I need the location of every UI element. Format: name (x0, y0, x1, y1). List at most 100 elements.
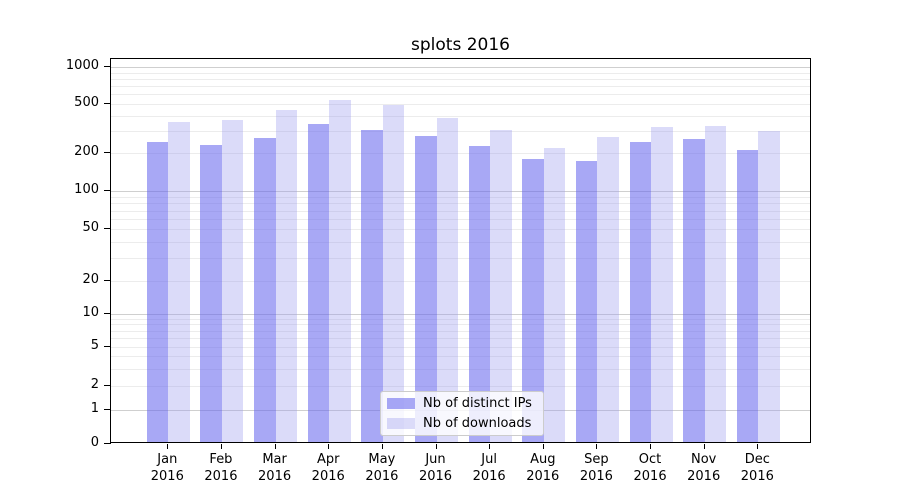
y-tick-mark (104, 346, 111, 347)
gridline-major-100 (111, 191, 810, 192)
bar-distinct_ips-apr-2016 (307, 124, 330, 442)
y-tick-label-2: 2 (90, 377, 99, 392)
bar-downloads-may-2016 (382, 104, 405, 442)
legend-label: Nb of downloads (423, 416, 532, 431)
gridline-minor-200 (111, 153, 810, 154)
plot-area: Nb of distinct IPs Nb of downloads (110, 58, 811, 443)
bar-downloads-mar-2016 (275, 109, 298, 442)
bar-distinct_ips-oct-2016 (629, 141, 652, 442)
gridline-minor-40 (111, 241, 810, 243)
gridline-minor-500 (111, 104, 810, 106)
gridline-minor-7 (111, 330, 810, 332)
x-tick-mark (167, 444, 169, 449)
x-tick-mark (328, 444, 330, 449)
gridline-minor-20 (111, 281, 810, 282)
gridline-minor-9 (111, 318, 810, 320)
gridline-minor-60 (111, 219, 810, 220)
x-tick-label-jul: Jul 2016 (472, 452, 506, 484)
legend-swatch-distinct-ips-icon (387, 398, 415, 409)
x-tick-label-may: May 2016 (365, 452, 399, 484)
y-tick-mark (104, 385, 111, 386)
y-tick-mark (104, 312, 111, 314)
bar-downloads-dec-2016 (758, 131, 780, 442)
x-tick-label-jun: Jun 2016 (418, 452, 453, 484)
y-tick-mark (104, 280, 111, 281)
gridline-minor-4 (111, 356, 810, 358)
gridline-minor-900 (111, 72, 810, 74)
y-tick-mark (104, 228, 111, 229)
x-tick-label-nov: Nov 2016 (687, 452, 721, 484)
y-tick-label-100: 100 (74, 182, 99, 197)
y-tick-label-1000: 1000 (65, 58, 99, 73)
x-tick-mark (274, 444, 276, 449)
gridline-minor-50 (111, 229, 810, 230)
legend-item-distinct-ips: Nb of distinct IPs (387, 395, 537, 412)
x-tick-mark (381, 444, 383, 449)
gridline-major-1000 (111, 67, 810, 68)
y-tick-mark (104, 190, 111, 191)
legend-label: Nb of distinct IPs (423, 396, 532, 411)
bar-distinct_ips-dec-2016 (736, 150, 759, 442)
y-tick-label-1: 1 (90, 401, 99, 416)
x-tick-mark (220, 444, 222, 449)
x-tick-label-mar: Mar 2016 (258, 452, 292, 484)
bar-distinct_ips-aug-2016 (522, 158, 544, 442)
gridline-major-10 (111, 313, 810, 315)
bar-downloads-apr-2016 (329, 99, 351, 442)
gridline-minor-30 (111, 257, 810, 259)
bar-downloads-nov-2016 (704, 125, 727, 442)
y-tick-mark (104, 443, 111, 444)
y-tick-mark (104, 103, 111, 105)
x-tick-mark (489, 444, 491, 449)
x-tick-mark (435, 444, 437, 449)
x-tick-label-aug: Aug 2016 (526, 452, 560, 484)
gridline-minor-70 (111, 210, 810, 212)
legend-swatch-downloads-icon (387, 418, 415, 429)
y-tick-label-10: 10 (82, 304, 99, 320)
gridline-minor-700 (111, 86, 810, 88)
bar-distinct_ips-sep-2016 (575, 160, 598, 442)
bar-downloads-feb-2016 (221, 120, 244, 442)
gridline-minor-90 (111, 196, 810, 198)
x-tick-label-sep: Sep 2016 (579, 452, 613, 484)
bar-downloads-aug-2016 (543, 147, 566, 442)
gridline-minor-6 (111, 338, 810, 340)
legend: Nb of distinct IPs Nb of downloads (380, 391, 544, 436)
y-tick-mark (104, 409, 111, 410)
y-tick-label-50: 50 (82, 220, 99, 235)
bar-downloads-oct-2016 (651, 126, 673, 442)
bar-distinct_ips-may-2016 (361, 130, 383, 442)
bar-downloads-jun-2016 (436, 117, 458, 442)
gridline-minor-8 (111, 324, 810, 326)
x-tick-label-feb: Feb 2016 (204, 452, 238, 484)
y-tick-label-5: 5 (90, 338, 99, 353)
x-tick-label-oct: Oct 2016 (633, 452, 667, 484)
y-tick-label-200: 200 (74, 144, 99, 159)
gridline-minor-5 (111, 347, 810, 348)
gridline-minor-80 (111, 203, 810, 205)
x-tick-mark (542, 444, 544, 449)
y-tick-label-500: 500 (74, 95, 99, 111)
x-tick-label-jan: Jan 2016 (150, 452, 184, 484)
y-tick-mark (104, 66, 111, 67)
gridline-minor-400 (111, 116, 810, 118)
bar-downloads-jan-2016 (168, 121, 190, 442)
legend-item-downloads: Nb of downloads (387, 415, 537, 432)
x-tick-label-dec: Dec 2016 (740, 452, 774, 484)
y-tick-label-20: 20 (82, 272, 99, 287)
chart-title: splots 2016 (411, 35, 510, 55)
y-tick-label-0: 0 (90, 435, 99, 450)
x-tick-label-apr: Apr 2016 (311, 452, 345, 484)
bar-distinct_ips-jun-2016 (415, 135, 437, 442)
x-tick-mark (703, 444, 705, 449)
gridline-minor-300 (111, 131, 810, 133)
y-tick-mark (104, 152, 111, 153)
bar-downloads-sep-2016 (597, 136, 619, 442)
bar-downloads-jul-2016 (490, 129, 512, 442)
gridline-minor-2 (111, 386, 810, 387)
x-tick-mark (650, 444, 652, 449)
gridline-minor-800 (111, 79, 810, 80)
bar-distinct_ips-nov-2016 (683, 138, 705, 442)
gridline-minor-600 (111, 94, 810, 96)
